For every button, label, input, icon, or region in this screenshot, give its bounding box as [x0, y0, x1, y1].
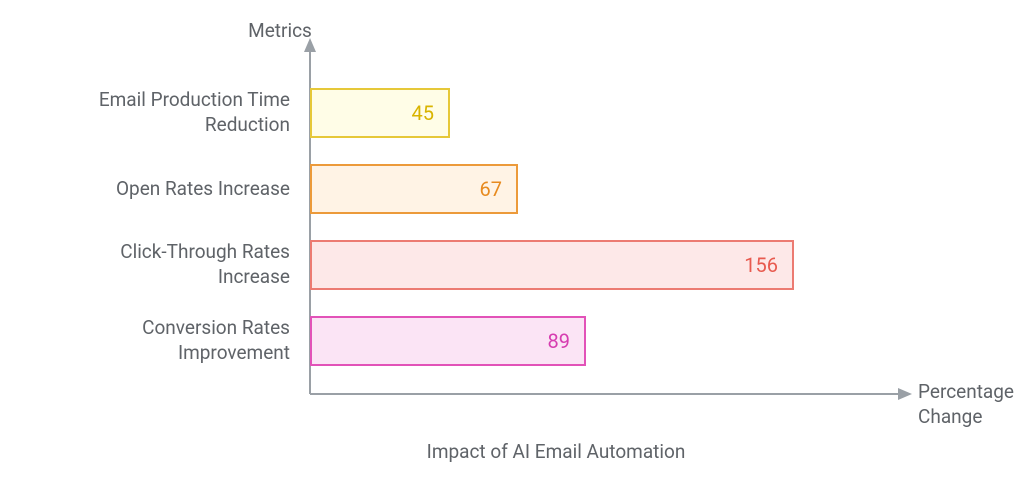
category-label: Open Rates Increase [10, 177, 290, 202]
bar-value: 67 [480, 177, 502, 201]
x-axis-arrow-icon [898, 388, 912, 400]
chart-caption: Impact of AI Email Automation [427, 440, 686, 463]
bar-value: 156 [744, 253, 778, 277]
y-axis-arrow-icon [304, 38, 316, 52]
ai-email-automation-chart: Metrics Percentage Change Impact of AI E… [0, 0, 1024, 501]
bar: 156 [310, 240, 794, 290]
category-label: Conversion Rates Improvement [10, 316, 290, 365]
x-axis-line [310, 393, 900, 395]
bar-value: 45 [412, 101, 434, 125]
category-label: Click-Through Rates Increase [10, 240, 290, 289]
bar-value: 89 [548, 329, 570, 353]
category-label: Email Production Time Reduction [10, 88, 290, 137]
bar: 67 [310, 164, 518, 214]
x-axis-title: Percentage Change [918, 380, 1024, 429]
bar: 45 [310, 88, 450, 138]
bar: 89 [310, 316, 586, 366]
y-axis-title: Metrics [248, 20, 312, 43]
